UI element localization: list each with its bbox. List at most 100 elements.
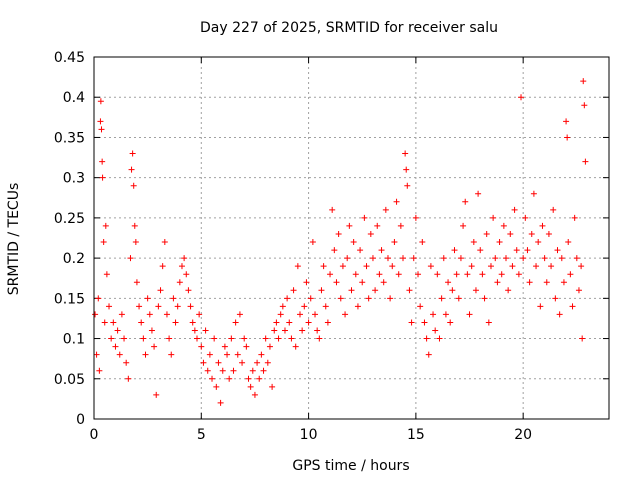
data-point [440,255,447,262]
data-point [558,255,565,262]
data-point [142,351,149,358]
data-point [136,303,143,310]
data-point [260,367,267,374]
data-point [183,271,190,278]
data-point [318,287,325,294]
data-point [243,343,250,350]
data-point [372,287,379,294]
data-point [522,214,529,221]
y-tick-label: 0.2 [63,251,85,267]
data-point [138,319,145,326]
data-point [500,222,507,229]
x-tick-label: 5 [197,427,206,443]
data-point [487,263,494,270]
data-point [563,118,570,125]
data-point [114,327,121,334]
data-point [415,271,422,278]
data-point [215,359,222,366]
data-point [132,239,139,246]
data-point [251,391,258,398]
data-point [515,271,522,278]
data-point [337,295,344,302]
data-point [200,359,207,366]
data-point [363,263,370,270]
data-point [462,198,469,205]
data-point [103,271,110,278]
data-point [554,247,561,254]
data-point [477,247,484,254]
data-point [309,239,316,246]
data-point [581,102,588,109]
data-point [97,118,104,125]
data-point [219,367,226,374]
data-point [395,271,402,278]
data-point [342,311,349,318]
data-point [400,255,406,262]
data-point [432,327,439,334]
data-point [178,263,185,270]
data-point [144,295,151,302]
data-point [99,174,106,181]
data-point [412,214,419,221]
x-tick-label: 20 [514,427,532,443]
data-point [249,367,256,374]
data-point [290,287,297,294]
data-point [329,206,336,213]
data-point [550,206,557,213]
data-point [361,214,368,221]
data-point [247,383,254,390]
data-point [279,303,286,310]
data-point [194,335,200,342]
data-point [492,255,499,262]
data-points [92,78,589,406]
data-point [230,367,237,374]
data-point [234,351,241,358]
data-point [460,222,467,229]
y-tick-label: 0.3 [63,171,85,187]
data-point [406,287,413,294]
data-point [159,263,166,270]
data-point [303,279,310,286]
data-point [176,279,183,286]
data-point [451,247,458,254]
data-point [181,255,188,262]
data-point [269,383,276,390]
data-point [100,239,107,246]
data-point [403,166,410,173]
data-point [106,303,113,310]
data-point [520,255,527,262]
data-point [322,303,329,310]
data-point [312,311,319,318]
data-point [470,239,477,246]
data-point [367,230,374,237]
data-point [213,383,220,390]
data-point [256,375,263,382]
data-point [301,303,308,310]
data-point [299,327,306,334]
data-point [397,222,404,229]
data-point [96,367,103,374]
data-point [578,263,585,270]
data-point [271,327,278,334]
data-point [483,230,490,237]
data-point [281,327,288,334]
data-point [376,271,383,278]
data-point [224,351,231,358]
data-point [567,271,574,278]
data-point [560,279,567,286]
data-point [157,287,164,294]
data-point [98,126,105,133]
data-point [196,311,203,318]
data-point [275,335,282,342]
data-point [528,230,535,237]
data-point [573,255,580,262]
data-point [455,295,462,302]
data-point [543,279,550,286]
data-point [374,222,381,229]
data-point [571,214,578,221]
data-point [101,319,108,326]
data-point [307,295,314,302]
data-point [128,166,135,173]
data-point [496,239,503,246]
data-point [125,375,132,382]
